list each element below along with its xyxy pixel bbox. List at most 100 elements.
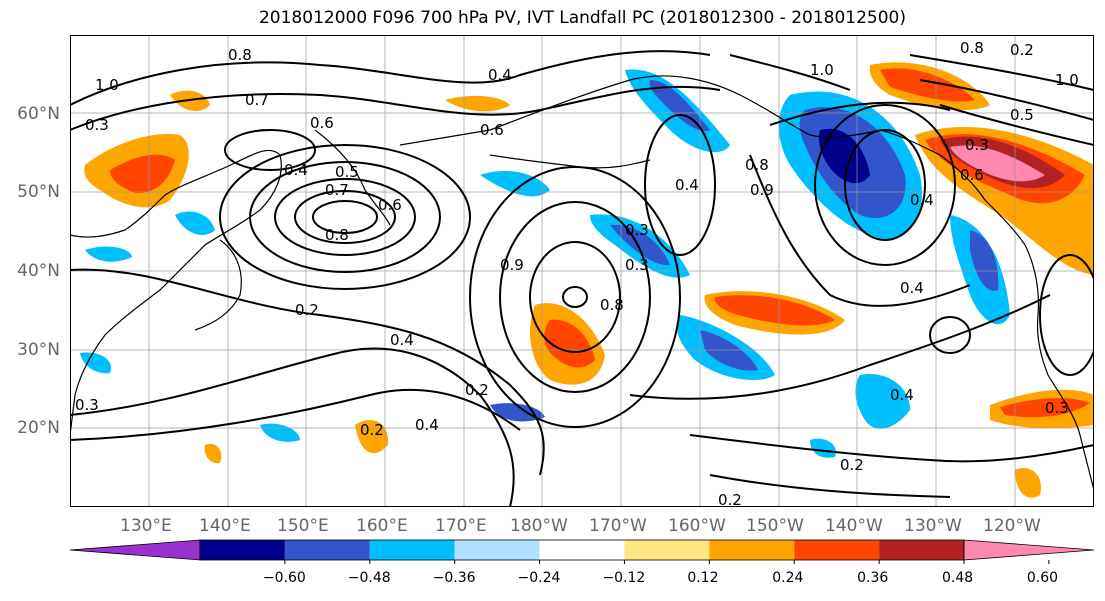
map-title: 2018012000 F096 700 hPa PV, IVT Landfall… [258,8,906,28]
coastlines [70,35,1094,491]
contour-label: 0.8 [325,226,349,244]
contour-label: 0.6 [480,121,504,139]
positive-anomaly-region [445,95,510,112]
contour-label: 0.8 [960,39,984,57]
colorbar-segment [369,540,455,560]
negative-anomaly-region [970,230,999,291]
contour-labels: 0.8 0.7 0.6 0.4 0.5 0.7 0.8 0.6 0.4 0.6 … [75,39,1079,507]
lat-label: 30°N [17,340,60,360]
colorbar-tick-label: 0.36 [857,570,889,586]
lat-label: 20°N [17,418,60,438]
north-america-coastline [1024,244,1094,491]
contour-label: 0.3 [85,116,109,134]
contour-label: 0.5 [335,163,359,181]
map-panel: 0.8 0.7 0.6 0.4 0.5 0.7 0.8 0.6 0.4 0.6 … [70,35,1094,507]
colorbar-tick-label: 0.12 [687,570,719,586]
shaded-field [80,62,1094,498]
colorbar-segment [454,540,540,560]
contour-label: 0.3 [965,136,989,154]
lon-label: 150°E [277,516,329,536]
colorbar-segment [69,539,201,561]
positive-anomaly-region [544,319,595,368]
colorbar-segment [284,540,370,560]
colorbar-tick-label: −0.48 [347,570,391,586]
negative-anomaly-region [610,224,670,266]
contour-label: 0.4 [415,416,439,434]
contour-label: 0.4 [900,279,924,297]
contour-label: 0.9 [750,181,774,199]
lon-label: 160°W [668,516,726,536]
colorbar-segment [539,540,625,560]
contour-label: 0.4 [910,191,934,209]
colorbar-tick-label: 0.48 [942,570,974,586]
negative-anomaly-region [85,246,132,262]
contour-label: 0.2 [718,491,742,507]
contour-label: 0.4 [675,176,699,194]
lon-label: 150°W [746,516,804,536]
positive-anomaly-region [110,154,175,194]
japan-coastline [194,239,242,331]
negative-anomaly-region [175,211,215,235]
contour-label: 0.8 [745,156,769,174]
positive-anomaly-region [204,443,222,464]
colorbar-tick-label: −0.12 [602,570,646,586]
colorbar [69,539,1095,564]
positive-anomaly-region [1000,398,1090,418]
contour-label: 0.2 [295,301,319,319]
contour-label: 0.5 [1010,106,1034,124]
contour-label: 1.0 [95,76,119,94]
colorbar-tick-label: 0.60 [1026,570,1059,586]
colorbar-segment [963,539,1095,561]
contour-label: 0.4 [488,66,512,84]
contour-label: 0.9 [500,256,524,274]
contour-label: 0.4 [284,161,308,179]
contour-label: 0.4 [890,386,914,404]
negative-anomaly-region [855,374,910,429]
colorbar-segment [624,540,710,560]
asia-coastline [70,35,282,436]
contour-label: 0.3 [625,256,649,274]
lon-label: 130°E [120,516,172,536]
positive-anomaly-region [714,295,835,326]
contour-label: 0.2 [360,421,384,439]
lon-label: 130°W [904,516,962,536]
contour-label: 0.2 [465,381,489,399]
contour-label: 0.8 [600,296,624,314]
negative-anomaly-region [649,80,710,131]
colorbar-tick-label: 0.24 [772,570,804,586]
negative-anomaly-region [80,352,111,374]
contour-label: 0.3 [75,396,99,414]
lon-label: 160°E [356,516,408,536]
kamchatka-coastline [314,129,391,226]
negative-anomaly-region [810,438,836,458]
lon-label: 120°W [983,516,1041,536]
contour-label: 0.7 [325,181,349,199]
contour-label: 0.3 [625,221,649,239]
lon-label: 170°E [435,516,487,536]
colorbar-segment [200,540,285,560]
colorbar-tick-label: −0.36 [432,570,476,586]
lon-label: 180°W [510,516,568,536]
colorbar-tick-label: −0.24 [517,570,561,586]
positive-anomaly-region [880,68,975,102]
colorbar-segment [794,540,880,560]
contour-label: 0.2 [840,456,864,474]
lat-label: 40°N [17,261,60,281]
colorbar-segment [879,540,964,560]
lon-label: 140°W [825,516,883,536]
contour-label: 0.6 [960,166,984,184]
contour-label: 1.0 [810,61,834,79]
contour-label: 0.4 [390,331,414,349]
lon-label: 140°E [199,516,251,536]
lat-label: 60°N [17,104,60,124]
contour-label: 1.0 [1055,71,1079,89]
contour-label: 0.3 [1045,399,1069,417]
contour-label: 0.6 [310,114,334,132]
colorbar-frame [199,539,965,561]
contour-label: 0.6 [378,196,402,214]
map-frame [70,35,1094,507]
alaska-coastline [399,75,1026,246]
contour-label: 0.7 [245,91,269,109]
colorbar-tick-label: −0.60 [262,570,306,586]
lon-label: 170°W [589,516,647,536]
